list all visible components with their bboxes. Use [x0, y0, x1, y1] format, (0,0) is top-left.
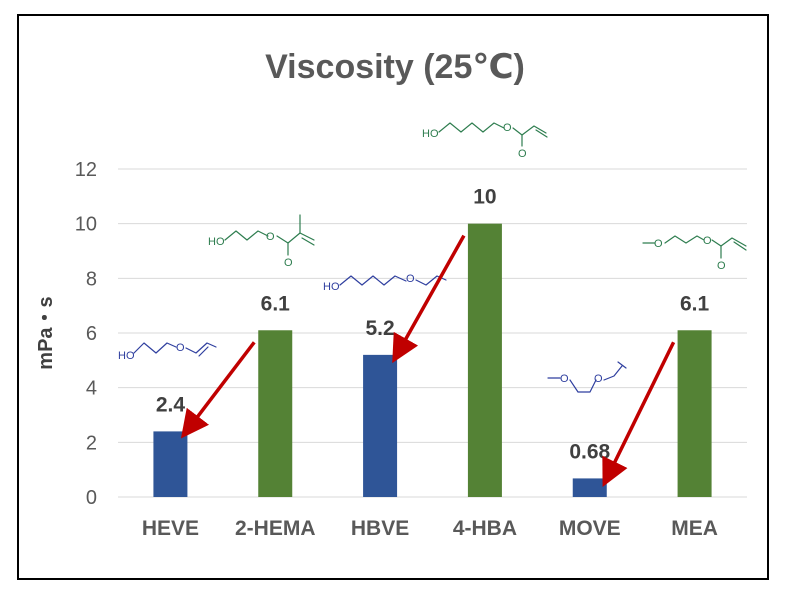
- move-structure-drawing: O O: [547, 361, 627, 393]
- x-tick-labels: HEVE 2-HEMA HBVE 4-HBA MOVE MEA: [142, 517, 718, 540]
- svg-text:O: O: [518, 148, 527, 160]
- gridlines: [118, 168, 747, 498]
- y-tick-label: 6: [86, 323, 97, 345]
- 2-hema-structure-text: HO: [208, 236, 225, 248]
- y-tick-label: 12: [75, 159, 97, 181]
- 4-hba-structure-drawing: HO O O: [422, 122, 548, 160]
- arrow-2-hema-to-heve: [180, 341, 256, 439]
- svg-text:O: O: [284, 257, 293, 269]
- y-tick-label: 2: [86, 432, 97, 454]
- data-label: 6.1: [261, 292, 291, 315]
- data-label: 10: [473, 186, 496, 209]
- svg-text:O: O: [406, 273, 415, 285]
- arrow-mea-to-move: [602, 341, 676, 487]
- svg-text:O: O: [654, 238, 663, 250]
- 2-hema-structure-drawing: HO O O: [208, 214, 315, 269]
- data-label: 2.4: [156, 393, 186, 416]
- y-tick-label: 0: [86, 487, 97, 509]
- bars: [153, 223, 712, 497]
- svg-text:O: O: [266, 231, 275, 243]
- svg-text:O: O: [176, 342, 185, 354]
- svg-text:O: O: [703, 235, 712, 247]
- svg-text:O: O: [503, 122, 512, 134]
- chart-title: Viscosity (25℃): [265, 48, 525, 86]
- y-tick-label: 8: [86, 268, 97, 290]
- heve-structure-text: HO: [118, 350, 135, 362]
- bar-4-hba: [467, 223, 502, 497]
- x-tick-label: HEVE: [142, 517, 199, 540]
- heve-structure-drawing: HO O: [118, 342, 217, 362]
- bar-mea: [677, 330, 712, 497]
- x-tick-label: 2-HEMA: [235, 517, 316, 540]
- x-tick-label: MEA: [671, 517, 718, 540]
- y-axis-label: mPa・s: [35, 296, 57, 369]
- svg-text:O: O: [594, 373, 603, 385]
- data-label: 0.68: [569, 440, 610, 463]
- svg-text:O: O: [717, 260, 726, 272]
- y-tick-labels: 0 2 4 6 8 10 12: [75, 159, 97, 509]
- bar-heve: [153, 431, 188, 497]
- data-label: 5.2: [365, 317, 394, 340]
- data-label: 6.1: [680, 292, 710, 315]
- arrows: [180, 234, 676, 487]
- bar-move: [572, 478, 607, 497]
- y-tick-label: 4: [86, 378, 97, 400]
- data-labels: 2.4 6.1 5.2 10 0.68 6.1: [156, 186, 710, 464]
- svg-text:O: O: [560, 373, 569, 385]
- x-tick-label: 4-HBA: [453, 517, 517, 540]
- hbve-structure-drawing: HO O: [323, 273, 447, 293]
- x-tick-label: HBVE: [351, 517, 409, 540]
- 4-hba-structure-text: HO: [422, 128, 439, 140]
- y-tick-label: 10: [75, 214, 97, 236]
- arrow-4-hba-to-hbve: [392, 234, 466, 364]
- bar-2-hema: [258, 330, 293, 497]
- x-tick-label: MOVE: [559, 517, 621, 540]
- hbve-structure-text: HO: [323, 281, 340, 293]
- mea-structure-drawing: O O O: [642, 235, 747, 272]
- bar-hbve: [363, 354, 398, 497]
